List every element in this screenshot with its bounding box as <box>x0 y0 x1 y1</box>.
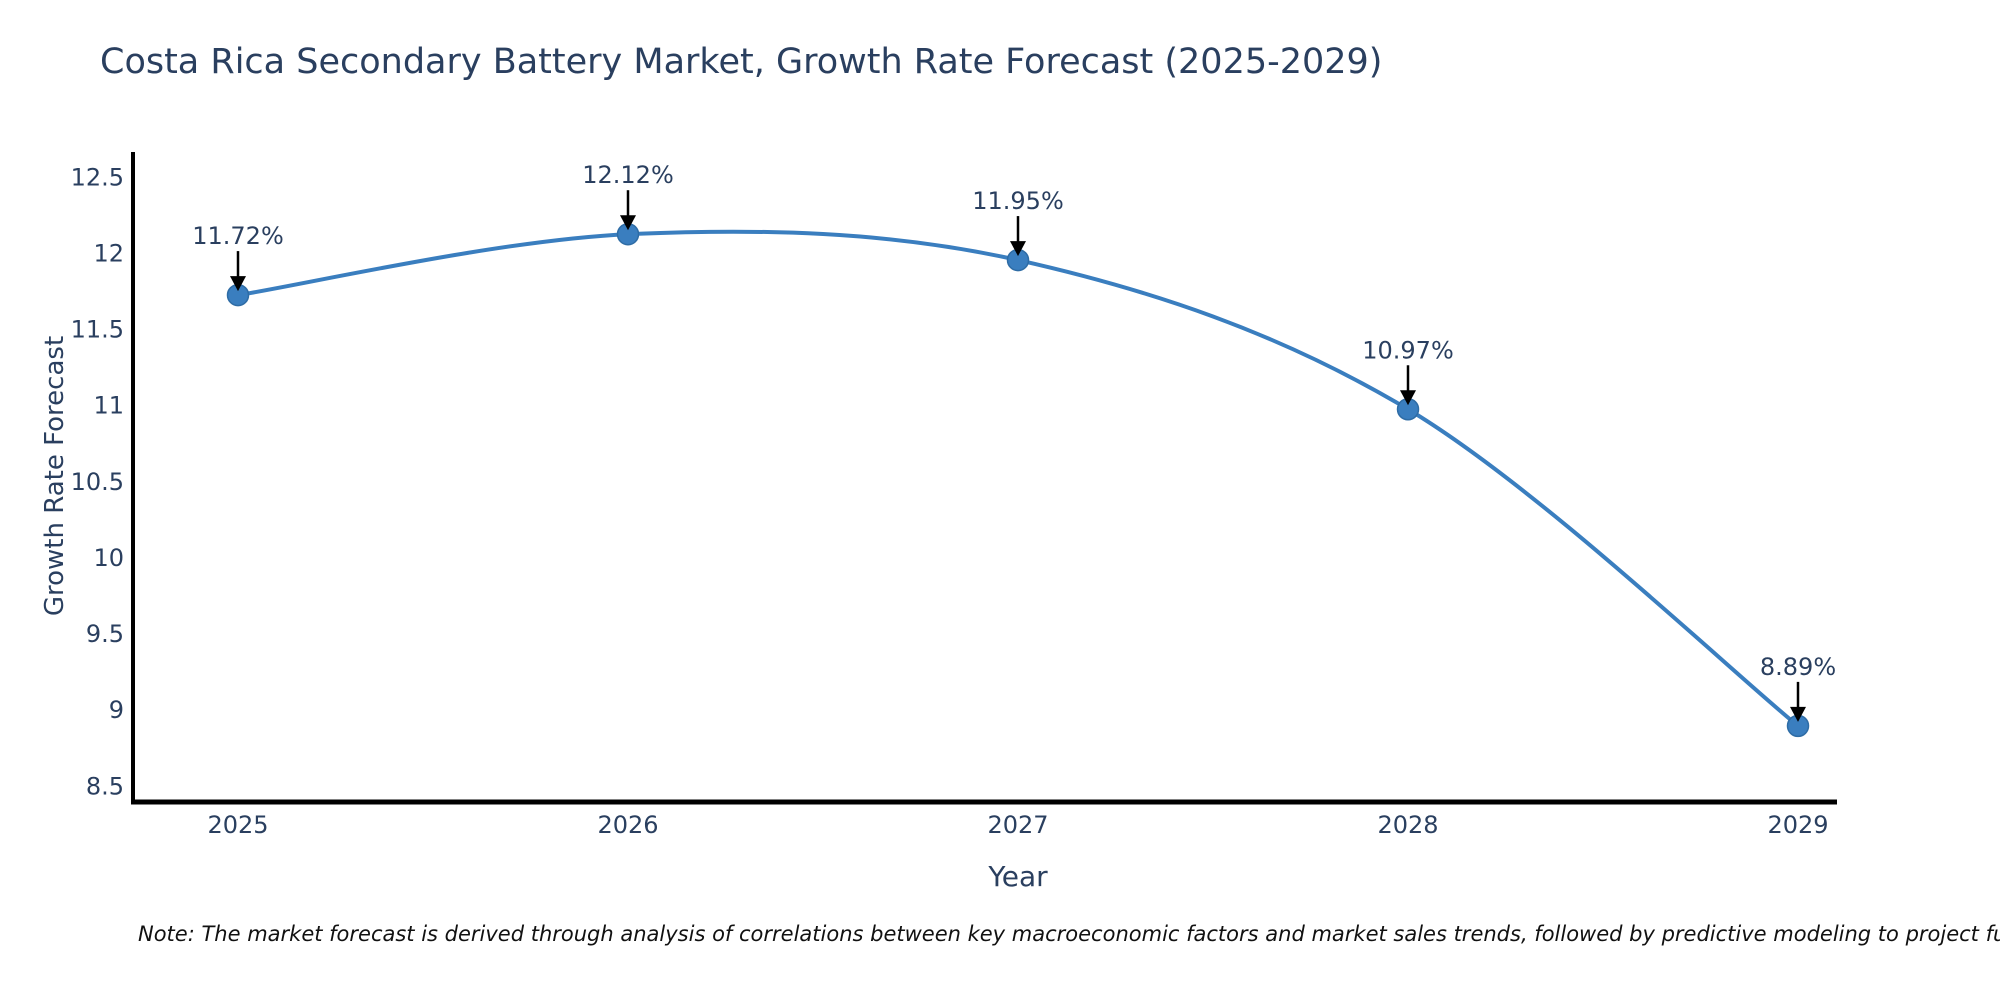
y-tick-label: 11.5 <box>71 316 124 344</box>
annotation-label: 11.72% <box>192 222 284 250</box>
y-tick-label: 12 <box>93 239 124 267</box>
series-line <box>236 229 1800 728</box>
annotation-arrowhead-icon <box>620 215 636 231</box>
annotation-label: 10.97% <box>1362 336 1454 364</box>
y-tick-label: 9 <box>109 696 124 724</box>
y-tick-label: 10.5 <box>71 468 124 496</box>
x-tick-label: 2027 <box>987 811 1048 839</box>
annotation-label: 8.89% <box>1760 653 1836 681</box>
x-tick-label: 2026 <box>597 811 658 839</box>
annotation-label: 12.12% <box>582 161 674 189</box>
x-tick-label: 2029 <box>1767 811 1828 839</box>
y-tick-label: 8.5 <box>86 772 124 800</box>
y-tick-label: 11 <box>93 392 124 420</box>
y-tick-label: 12.5 <box>71 163 124 191</box>
x-tick-label: 2025 <box>207 811 268 839</box>
annotation-arrowhead-icon <box>230 276 246 292</box>
y-tick-label: 10 <box>93 544 124 572</box>
y-tick-label: 9.5 <box>86 620 124 648</box>
annotation-arrowhead-icon <box>1010 241 1026 257</box>
annotation-arrowhead-icon <box>1790 706 1806 722</box>
footnote: Note: The market forecast is derived thr… <box>138 922 2000 946</box>
annotation-arrowhead-icon <box>1400 390 1416 406</box>
chart-title: Costa Rica Secondary Battery Market, Gro… <box>100 42 1383 82</box>
annotation-label: 11.95% <box>972 187 1064 215</box>
x-tick-label: 2028 <box>1377 811 1438 839</box>
x-axis-title: Year <box>987 860 1048 893</box>
